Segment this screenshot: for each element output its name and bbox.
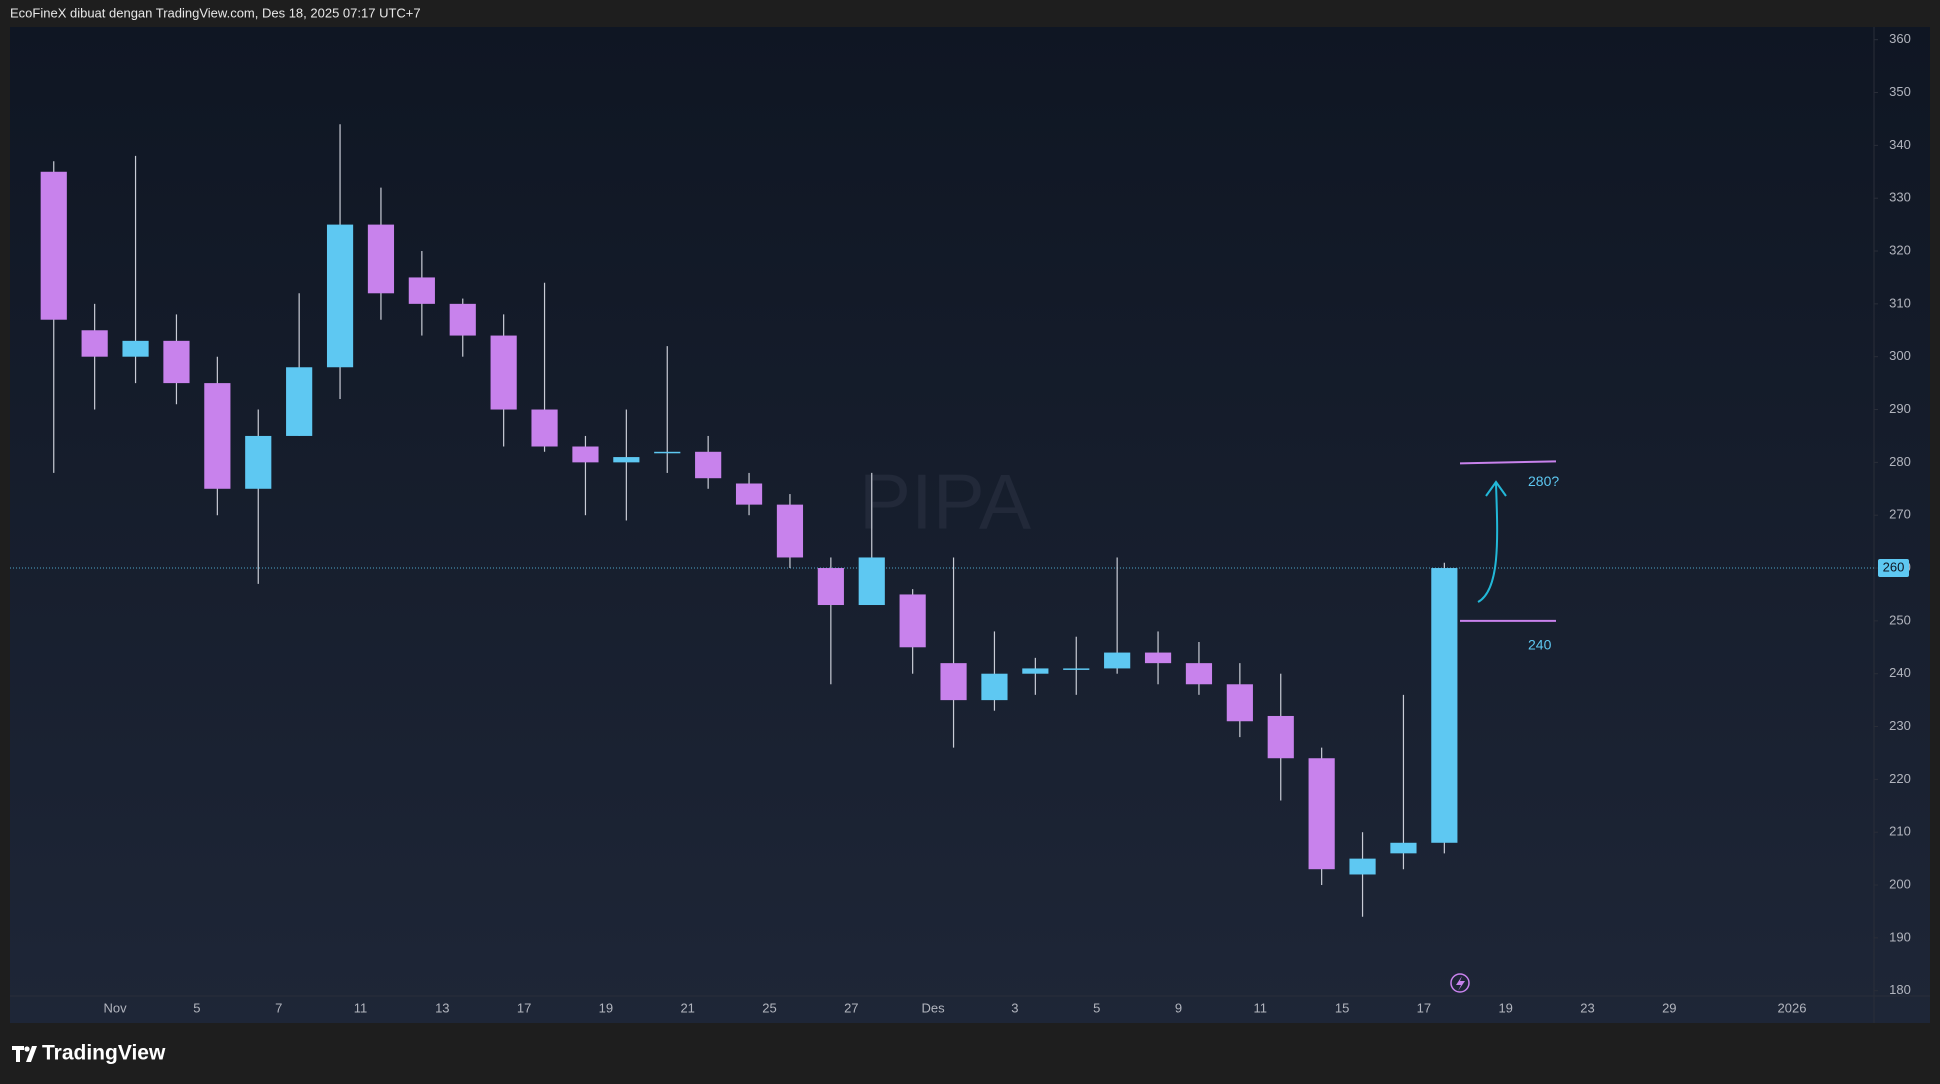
candle-body bbox=[1390, 842, 1417, 854]
x-tick-label: 3 bbox=[1011, 1000, 1018, 1015]
x-tick-label: 15 bbox=[1335, 1000, 1349, 1015]
annotation: 280? bbox=[1528, 473, 1559, 489]
x-tick-label: 11 bbox=[354, 1000, 368, 1015]
logo[interactable]: TradingView bbox=[12, 1042, 166, 1065]
candle-body bbox=[408, 277, 435, 304]
last-price-label: 260 bbox=[1883, 559, 1905, 574]
header: EcoFineX dibuat dengan TradingView.com, … bbox=[10, 5, 421, 20]
y-tick-label: 180 bbox=[1889, 982, 1911, 997]
candles bbox=[40, 124, 1458, 917]
candle-body bbox=[776, 504, 804, 558]
candle-body bbox=[449, 303, 476, 336]
candle-body bbox=[1144, 652, 1172, 664]
x-tick-label: 2026 bbox=[1778, 1000, 1807, 1015]
candle-body bbox=[1104, 652, 1131, 669]
x-tick-label: 5 bbox=[1093, 1000, 1100, 1015]
x-tick-label: 17 bbox=[1417, 1000, 1431, 1015]
candle-body bbox=[1308, 758, 1335, 870]
candle-body bbox=[817, 568, 844, 606]
candle-body bbox=[1267, 715, 1294, 759]
y-tick-label: 230 bbox=[1889, 718, 1911, 733]
candle-body bbox=[613, 457, 640, 463]
x-tick-label: 13 bbox=[435, 1000, 449, 1015]
candle-body bbox=[572, 446, 599, 463]
candle-body bbox=[490, 335, 517, 410]
candle-body bbox=[735, 483, 763, 505]
y-tick-label: 200 bbox=[1889, 876, 1911, 891]
candle-body bbox=[81, 330, 108, 357]
candle-body bbox=[531, 409, 558, 447]
last-price-box bbox=[1878, 559, 1909, 578]
x-tick-label: Nov bbox=[104, 1000, 128, 1015]
candle-body bbox=[695, 451, 722, 479]
arrow bbox=[1477, 483, 1499, 603]
watermark: PIPA bbox=[859, 458, 1031, 546]
candle-body bbox=[899, 594, 926, 648]
y-tick-label: 350 bbox=[1889, 84, 1911, 99]
x-tick-label: 5 bbox=[193, 1000, 200, 1015]
y-tick-label: 310 bbox=[1889, 295, 1911, 310]
y-tick-label: 210 bbox=[1889, 824, 1911, 839]
x-tick-label: 25 bbox=[762, 1000, 776, 1015]
x-tick-label: 19 bbox=[599, 1000, 613, 1015]
candle-body bbox=[1022, 668, 1049, 674]
x-tick-label: 27 bbox=[844, 1000, 858, 1015]
annotation: 240 bbox=[1528, 637, 1552, 653]
y-tick-label: 330 bbox=[1889, 190, 1911, 205]
grid-layer: PIPA 180 190 200 210 220 230 240 250 260 270 280 290… bbox=[10, 31, 1911, 1015]
x-tick-label: 29 bbox=[1662, 1000, 1676, 1015]
overlay: 280? 240 260 bbox=[1459, 460, 1909, 653]
candle-body bbox=[1226, 684, 1253, 722]
event-icon-bolt bbox=[1456, 976, 1465, 991]
y-tick-label: 340 bbox=[1889, 137, 1911, 152]
logo-mark bbox=[12, 1046, 37, 1062]
x-tick-label: Des bbox=[922, 1000, 946, 1015]
candle-body bbox=[286, 367, 313, 436]
candle-body bbox=[858, 557, 885, 606]
x-tick-label: 21 bbox=[680, 1000, 694, 1015]
candle-body bbox=[940, 663, 967, 701]
brand: TradingView bbox=[42, 1042, 166, 1065]
candle-body bbox=[1349, 858, 1376, 875]
candle-body bbox=[981, 673, 1008, 701]
y-tick-label: 190 bbox=[1889, 929, 1911, 944]
candle-body bbox=[367, 224, 395, 294]
event-icon[interactable] bbox=[1450, 973, 1470, 993]
y-tick-label: 240 bbox=[1889, 665, 1911, 680]
candle-body bbox=[245, 435, 272, 489]
candle-body bbox=[1063, 668, 1090, 670]
y-tick-label: 280 bbox=[1889, 454, 1911, 469]
x-tick-label: 23 bbox=[1580, 1000, 1594, 1015]
x-tick-label: 9 bbox=[1175, 1000, 1182, 1015]
candle-body bbox=[1185, 663, 1213, 685]
logo-dot bbox=[24, 1046, 30, 1052]
y-tick-label: 270 bbox=[1889, 507, 1911, 522]
y-tick-label: 250 bbox=[1889, 612, 1911, 627]
candle-body bbox=[1431, 568, 1458, 843]
y-tick-label: 290 bbox=[1889, 401, 1911, 416]
candle-body bbox=[654, 451, 681, 454]
plot-panel bbox=[10, 27, 1930, 1023]
arrow-head bbox=[1485, 480, 1507, 497]
x-tick-label: 7 bbox=[275, 1000, 282, 1015]
y-tick-label: 360 bbox=[1889, 31, 1911, 46]
candle-body bbox=[163, 340, 190, 384]
candle-body bbox=[40, 171, 67, 320]
x-tick-label: 17 bbox=[517, 1000, 531, 1015]
y-tick-label: 300 bbox=[1889, 348, 1911, 363]
y-tick-label: 220 bbox=[1889, 771, 1911, 786]
y-tick-label: 320 bbox=[1889, 242, 1911, 257]
candle-body bbox=[122, 340, 149, 357]
x-tick-label: 19 bbox=[1498, 1000, 1512, 1015]
level-line bbox=[1459, 460, 1557, 465]
candle-body bbox=[326, 224, 354, 368]
x-tick-label: 11 bbox=[1254, 1000, 1268, 1015]
candle-body bbox=[204, 383, 231, 489]
